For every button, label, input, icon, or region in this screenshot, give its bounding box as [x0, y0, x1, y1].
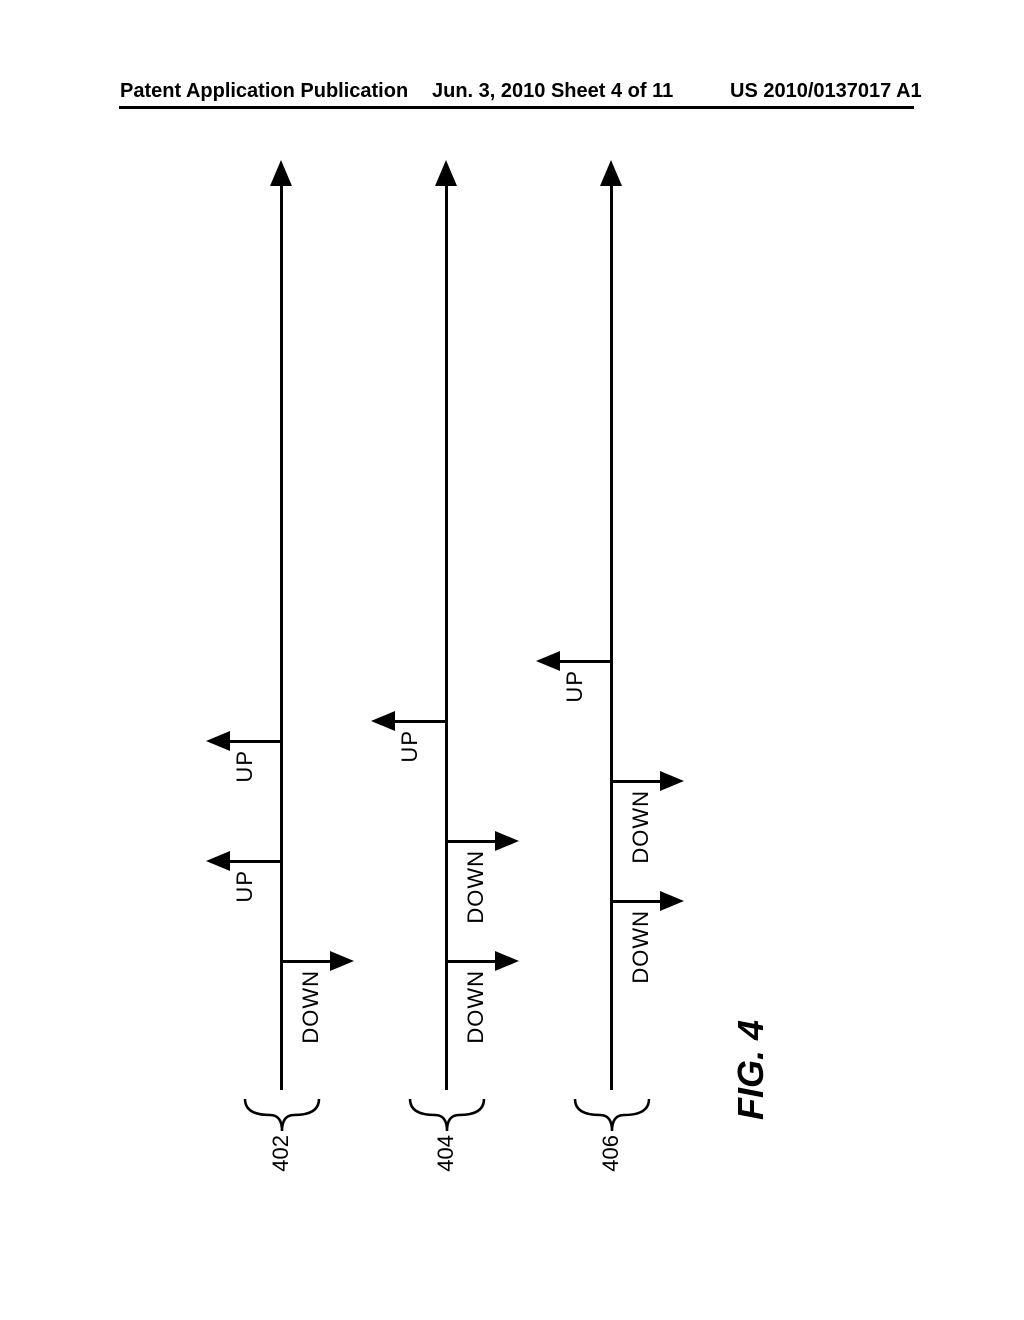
brace-icon [402, 1095, 492, 1140]
arrowhead-up-icon [371, 711, 395, 731]
event-label-up: UP [397, 730, 423, 763]
event-label-down: DOWN [628, 790, 654, 864]
timeline-arrowhead-icon [435, 160, 457, 186]
event-label-down: DOWN [463, 970, 489, 1044]
event-tick-down [445, 960, 497, 963]
event-label-up: UP [232, 870, 258, 903]
arrowhead-down-icon [660, 891, 684, 911]
arrowhead-down-icon [495, 951, 519, 971]
timeline-arrowhead-icon [600, 160, 622, 186]
event-tick-up [228, 740, 280, 743]
event-tick-down [610, 780, 662, 783]
event-tick-down [280, 960, 332, 963]
event-tick-up [228, 860, 280, 863]
event-label-down: DOWN [298, 970, 324, 1044]
event-tick-down [445, 840, 497, 843]
arrowhead-down-icon [330, 951, 354, 971]
brace-icon [567, 1095, 657, 1140]
event-tick-up [558, 660, 610, 663]
arrowhead-up-icon [206, 851, 230, 871]
timeline-arrowhead-icon [270, 160, 292, 186]
reference-numeral: 404 [433, 1135, 459, 1172]
figure-4: 402 DOWN UP UP 404 DOWN DOWN UP 406 DOWN DOWN UP FIG… [0, 0, 1024, 1320]
reference-numeral: 406 [598, 1135, 624, 1172]
arrowhead-up-icon [536, 651, 560, 671]
arrowhead-down-icon [660, 771, 684, 791]
reference-numeral: 402 [268, 1135, 294, 1172]
timeline-line [610, 180, 613, 1090]
event-label-down: DOWN [628, 910, 654, 984]
event-label-down: DOWN [463, 850, 489, 924]
arrowhead-up-icon [206, 731, 230, 751]
arrowhead-down-icon [495, 831, 519, 851]
timeline-line [445, 180, 448, 1090]
figure-caption: FIG. 4 [730, 1020, 772, 1120]
event-label-up: UP [562, 670, 588, 703]
timeline-line [280, 180, 283, 1090]
event-tick-down [610, 900, 662, 903]
event-tick-up [393, 720, 445, 723]
event-label-up: UP [232, 750, 258, 783]
brace-icon [237, 1095, 327, 1140]
